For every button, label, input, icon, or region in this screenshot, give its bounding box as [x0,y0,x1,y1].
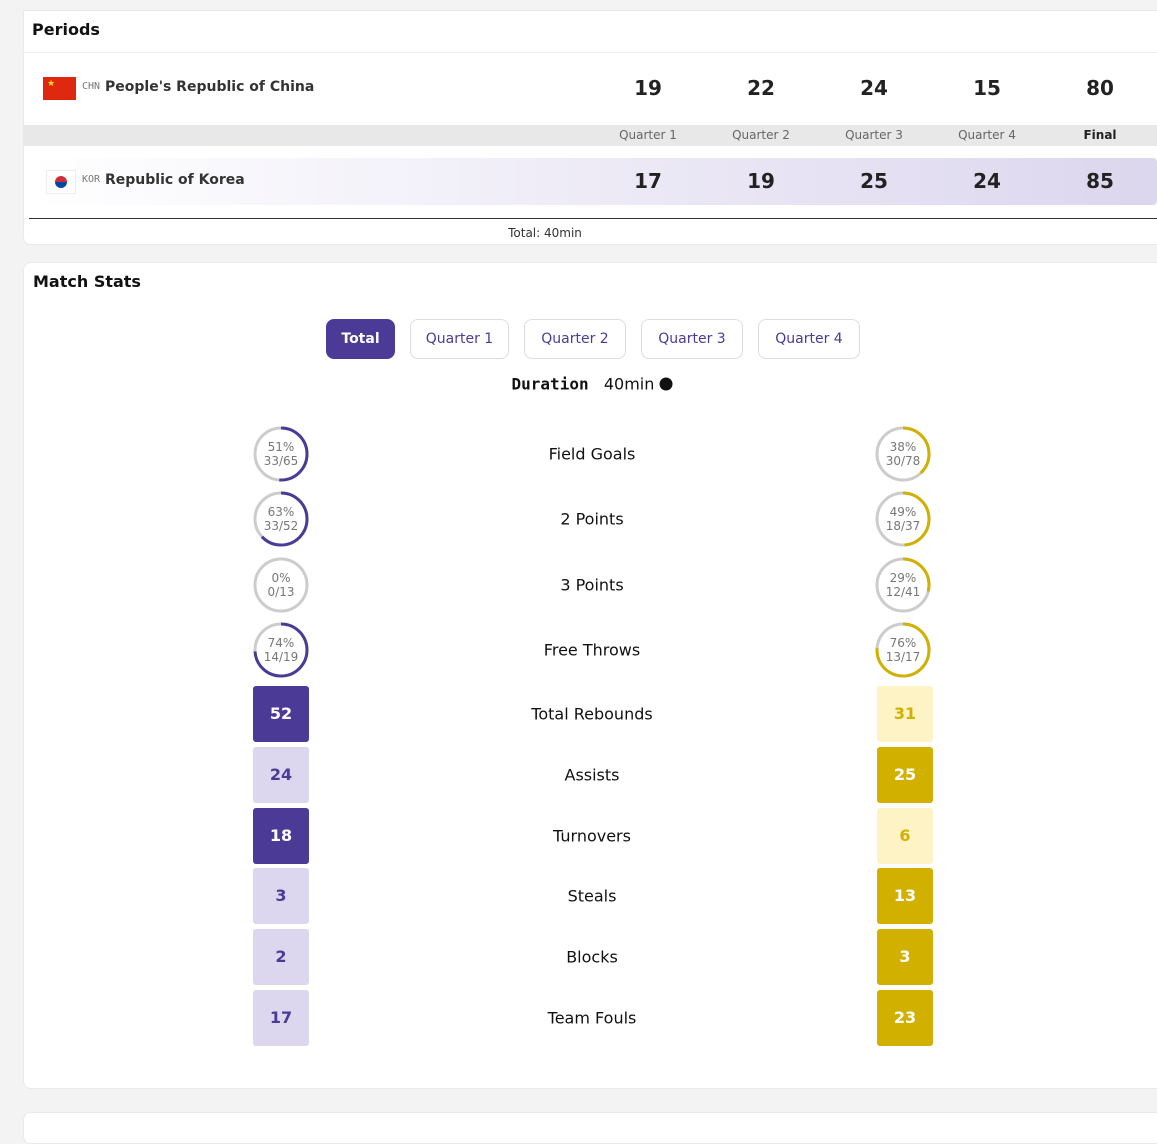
score: 19 [634,76,662,100]
ratio: 33/52 [263,519,299,534]
tab[interactable]: Quarter 3 [641,319,743,359]
stat-label: Assists [564,765,620,785]
periods-title: Periods [32,20,100,39]
ratio: 14/19 [263,649,299,664]
tab[interactable]: Total [326,319,395,359]
period-band [23,125,1157,146]
pct: 0% [271,570,291,585]
ring [253,426,309,482]
ring-arc [875,622,931,678]
pct: 76% [889,635,917,650]
ratio: 0/13 [267,584,295,599]
ring-arc [253,491,309,547]
stat-label: Steals [567,886,617,906]
stat-label: Blocks [566,947,618,967]
team-name: People's Republic of China [105,79,315,95]
ring-arc [253,426,309,482]
score: 25 [860,169,888,193]
ring [875,426,931,482]
period-label: Quarter 4 [958,128,1016,142]
tab[interactable]: Quarter 4 [758,319,860,359]
ring-track [253,557,309,613]
stat-box: 13 [877,868,933,925]
score: 19 [747,169,775,193]
period-label: Quarter 1 [619,128,677,142]
score: 85 [1086,169,1114,193]
stat-box: 6 [877,807,933,864]
next-card [23,1112,1157,1144]
stat-label: Turnovers [553,826,631,846]
ratio: 33/65 [263,454,299,468]
ring [253,557,309,613]
pct: 49% [889,505,917,520]
winner-row [31,158,1157,205]
pct: 29% [889,570,917,585]
total: Total: 40min [508,226,582,240]
period-label: Quarter 2 [732,128,790,142]
ring [875,622,931,678]
pct: 63% [267,505,295,520]
ratio: 30/78 [885,454,921,468]
pct: 51% [267,440,295,454]
stat-label: Field Goals [548,444,636,464]
ring [875,491,931,547]
score: 24 [973,169,1001,193]
stat-box: 3 [877,929,933,986]
stat-label: Total Rebounds [531,704,653,724]
tab[interactable]: Quarter 2 [524,319,626,359]
pct: 38% [889,440,917,454]
team-code: KOR [82,174,101,185]
stat-box: 3 [253,868,309,925]
score: 22 [747,76,775,100]
stat-label: 2 Points [560,509,624,529]
ring [253,622,309,678]
pct: 74% [267,635,295,650]
stat-box: 2 [253,929,309,986]
ring [875,557,931,613]
stat-box: 18 [253,807,309,864]
period-label: Quarter 3 [845,128,903,142]
team-name: Republic of Korea [105,172,245,188]
flag-chn: ★ [43,77,76,100]
divider [29,218,1157,219]
ring-arc [875,557,931,613]
divider [23,52,1157,53]
score: 24 [860,76,888,100]
score: 15 [973,76,1001,100]
stat-label: Free Throws [543,640,641,660]
tab[interactable]: Quarter 1 [410,319,509,359]
duration: Duration 40min [512,375,673,394]
ring-arc [875,491,931,547]
ring-arc [253,622,309,678]
duration-label: Duration [511,374,589,394]
ring [253,491,309,547]
match-stats-card [23,262,1157,1089]
stat-label: 3 Points [560,575,624,595]
ratio: 18/37 [885,519,921,534]
ring-arc [875,426,931,482]
stat-box: 24 [253,746,309,803]
ratio: 13/17 [885,649,921,664]
match-stats-title: Match Stats [33,272,141,291]
stat-box: 17 [253,990,309,1046]
score: 80 [1086,76,1114,100]
ratio: 12/41 [885,584,921,599]
stat-box: 25 [877,746,933,803]
stat-box: 23 [877,990,933,1046]
flag-kor [46,170,76,194]
team-code: CHN [82,81,101,92]
duration-value: 40min [603,374,655,394]
stat-label: Team Fouls [547,1008,637,1028]
period-label: Final [1083,128,1117,142]
stat-box: 31 [877,686,933,742]
stat-box: 52 [253,686,309,742]
score: 17 [634,169,662,193]
